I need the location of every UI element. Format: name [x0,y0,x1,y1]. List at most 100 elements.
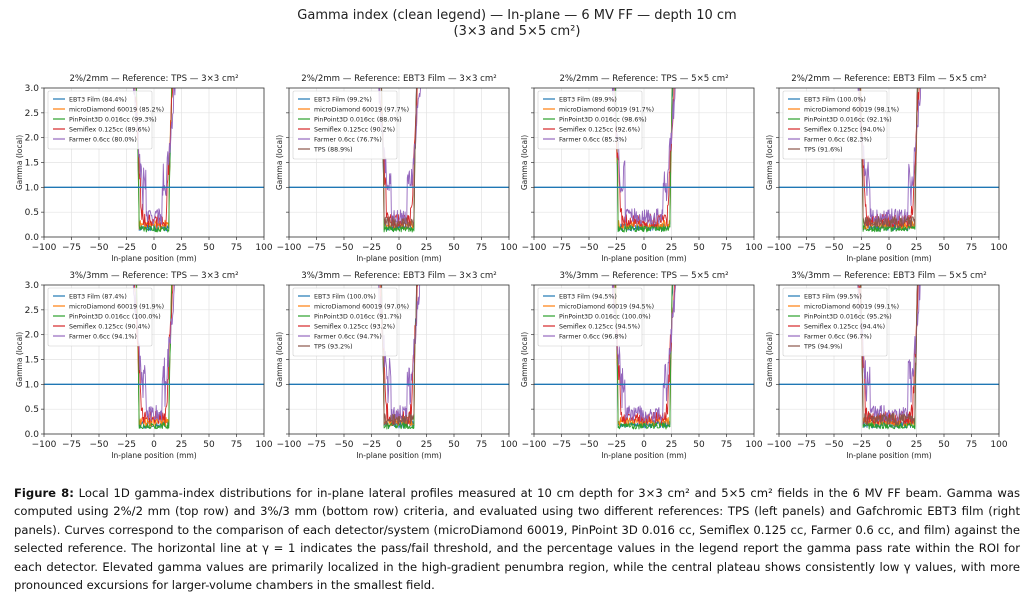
legend-label: EBT3 Film (87.4%) [69,293,127,300]
x-tick-label: 25 [666,440,677,450]
legend-label: Semiflex 0.125cc (89.6%) [69,126,150,133]
subplot-2: 2%/2mm — Reference: EBT3 Film — 3×3 cm² −… [275,74,518,263]
caption-label: Figure 8: [14,486,74,500]
legend-label: TPS (91.6%) [803,146,843,153]
series-line-tps [381,285,418,426]
y-tick-label: 3.0 [25,84,40,94]
legend-label: TPS (88.9%) [313,146,353,153]
x-tick-label: 50 [448,440,460,450]
legend-label: microDiamond 60019 (91.7%) [559,106,654,113]
legend-box [537,90,643,150]
y-tick-label: 0.5 [25,208,39,218]
x-tick-label: 100 [500,440,517,450]
x-tick-label: −100 [277,440,302,450]
legend-label: microDiamond 60019 (98.1%) [804,106,899,113]
legend-label: microDiamond 60019 (85.2%) [69,106,164,113]
x-tick-label: 100 [500,243,517,253]
x-axis-label: In-plane position (mm) [111,254,196,263]
legend-label: TPS (93.2%) [313,343,353,350]
caption-text: Local 1D gamma-index distributions for i… [14,486,1020,593]
x-axis-label: In-plane position (mm) [846,451,931,460]
x-tick-label: −75 [307,243,326,253]
legend-label: Semiflex 0.125cc (94.0%) [804,126,885,133]
legend-label: PinPoint3D 0.016cc (99.3%) [69,116,157,123]
legend-box [47,287,153,347]
x-tick-label: −100 [32,440,57,450]
curves [611,285,676,430]
subplot-title: 2%/2mm — Reference: EBT3 Film — 5×5 cm² [791,74,986,84]
x-tick-label: −25 [117,440,136,450]
x-tick-label: 25 [176,243,187,253]
x-tick-label: 0 [396,440,402,450]
x-tick-label: 0 [886,243,892,253]
x-tick-label: −50 [335,440,354,450]
x-tick-label: 25 [176,440,187,450]
y-tick-label: 0.0 [25,430,40,440]
legend-label: Farmer 0.6cc (96.8%) [559,333,627,340]
legend-box [292,287,398,357]
series-line-pinpoint3d-0-016cc [614,88,673,233]
x-tick-label: −50 [335,243,354,253]
y-axis-label: Gamma (local) [520,135,529,190]
x-tick-label: 75 [721,440,732,450]
y-tick-label: 1.5 [25,356,39,366]
legend-label: EBT3 Film (99.2%) [314,96,372,103]
x-tick-label: 50 [203,440,215,450]
legend-label: Farmer 0.6cc (96.7%) [804,333,872,340]
x-tick-label: −50 [90,440,109,450]
subplot-title: 2%/2mm — Reference: EBT3 Film — 3×3 cm² [301,74,496,84]
legend-label: Farmer 0.6cc (94.7%) [314,333,382,340]
y-axis-label: Gamma (local) [275,135,284,190]
series-line-tps [381,88,417,229]
legend-box [782,90,888,160]
subplot-4: 2%/2mm — Reference: EBT3 Film — 5×5 cm² −… [765,74,1008,263]
legend-label: microDiamond 60019 (99.1%) [804,303,899,310]
series-line-ebt3-film [381,285,417,429]
y-tick-label: 1.5 [25,159,39,169]
y-tick-label: 1.0 [25,183,40,193]
curves [857,88,922,233]
x-tick-label: −50 [825,243,844,253]
legend-label: Farmer 0.6cc (82.3%) [804,136,872,143]
y-axis-label: Gamma (local) [520,332,529,387]
x-tick-label: −75 [62,243,81,253]
legend-label: TPS (94.9%) [803,343,843,350]
legend-label: PinPoint3D 0.016cc (98.6%) [559,116,647,123]
legend-label: Semiflex 0.125cc (93.2%) [314,323,395,330]
x-tick-label: 25 [421,243,432,253]
series-line-tps [859,88,918,229]
x-tick-label: 50 [938,243,950,253]
series-line-semiflex-0-125cc [613,88,675,228]
x-tick-label: 100 [745,440,762,450]
series-line-farmer-0-6cc [611,285,676,422]
x-tick-label: −75 [62,440,81,450]
x-tick-label: 75 [231,243,242,253]
legend-label: Semiflex 0.125cc (94.5%) [559,323,640,330]
y-tick-label: 1.0 [25,380,40,390]
x-tick-label: 0 [151,243,157,253]
legend-label: microDiamond 60019 (91.9%) [69,303,164,310]
y-tick-label: 3.0 [25,281,40,291]
x-tick-label: −75 [307,440,326,450]
subplot-7: 3%/3mm — Reference: TPS — 5×5 cm² −100 −75… [520,271,763,460]
x-tick-label: −75 [552,440,571,450]
x-tick-label: −75 [797,440,816,450]
legend-box [782,287,888,357]
gamma-figure: 2%/2mm — Reference: TPS — 3×3 cm² −100 −75… [15,74,1008,460]
x-tick-label: −75 [797,243,816,253]
subplot-8: 3%/3mm — Reference: EBT3 Film — 5×5 cm² −… [765,271,1008,460]
y-tick-label: 2.5 [25,109,39,119]
series-line-tps [860,285,918,426]
series-line-microdiamond-60019 [136,88,172,230]
x-tick-label: 25 [666,243,677,253]
legend-box [47,90,153,150]
x-tick-label: −50 [580,243,599,253]
series-line-farmer-0-6cc [857,88,922,225]
x-tick-label: −25 [852,440,871,450]
y-axis-label: Gamma (local) [765,332,774,387]
legend-label: Farmer 0.6cc (94.1%) [69,333,137,340]
x-tick-label: 0 [151,440,157,450]
x-tick-label: 25 [911,243,922,253]
suptitle-line-1: Gamma index (clean legend) — In-plane — … [297,8,737,23]
x-tick-label: 75 [721,243,732,253]
